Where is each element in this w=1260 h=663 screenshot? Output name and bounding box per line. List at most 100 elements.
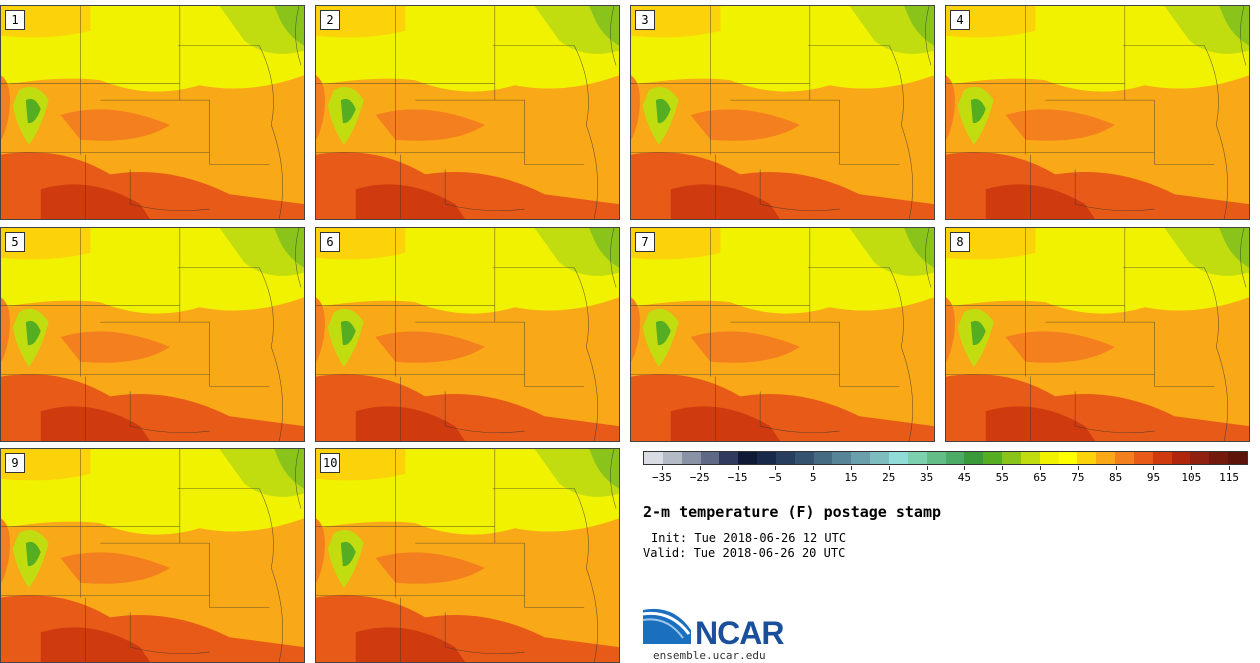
colorbar-tick	[1191, 466, 1193, 470]
colorbar-segment	[1190, 452, 1210, 464]
colorbar-segment	[945, 452, 965, 464]
colorbar-tick-label: 95	[1146, 471, 1161, 484]
colorbar-tick	[1153, 466, 1155, 470]
colorbar-tick-label: 35	[919, 471, 934, 484]
colorbar-segment	[1077, 452, 1097, 464]
colorbar-segment	[1039, 452, 1059, 464]
colorbar-segment	[1209, 452, 1229, 464]
ncar-logo-text: NCAR	[695, 615, 784, 651]
chart-title: 2-m temperature (F) postage stamp	[643, 503, 942, 521]
map-panel-5: 5	[0, 227, 305, 442]
site-url: ensemble.ucar.edu	[653, 649, 766, 662]
colorbar-segment	[681, 452, 701, 464]
colorbar-tick	[737, 466, 739, 470]
temperature-map	[316, 228, 619, 441]
colorbar-segment	[1058, 452, 1078, 464]
colorbar-tick	[1040, 466, 1042, 470]
colorbar-segment	[1002, 452, 1021, 464]
member-number-label: 5	[5, 232, 25, 252]
colorbar-segment	[794, 452, 814, 464]
colorbar-segment	[644, 452, 663, 464]
colorbar-tick-label: 105	[1181, 471, 1202, 484]
colorbar-tick-label: 25	[882, 471, 896, 484]
colorbar-segment	[870, 452, 889, 464]
colorbar-tick-label: 5	[809, 471, 817, 484]
colorbar-tick	[926, 466, 928, 470]
colorbar-segment	[738, 452, 758, 464]
colorbar-segment	[1096, 452, 1116, 464]
colorbar-segment	[700, 452, 720, 464]
colorbar-tick-label: 55	[995, 471, 1009, 484]
colorbar-tick	[888, 466, 890, 470]
colorbar-tick-label: 45	[957, 471, 972, 484]
colorbar-tick	[775, 466, 777, 470]
member-number-label: 7	[635, 232, 655, 252]
colorbar-tick	[699, 466, 701, 470]
colorbar-tick-label: −35	[651, 471, 672, 484]
colorbar-tick-label: −25	[689, 471, 710, 484]
colorbar-tick-label: 85	[1109, 471, 1123, 484]
colorbar-segment	[1152, 452, 1172, 464]
colorbar-segment	[1228, 452, 1247, 464]
map-panel-9: 9	[0, 448, 305, 663]
colorbar-segment	[1115, 452, 1134, 464]
member-number-label: 1	[5, 10, 25, 30]
temperature-map	[631, 6, 934, 219]
temperature-map	[946, 228, 1249, 441]
member-number-label: 9	[5, 453, 25, 473]
colorbar-segment	[964, 452, 984, 464]
colorbar-tick	[1002, 466, 1004, 470]
colorbar-segment	[926, 452, 946, 464]
colorbar-segment	[1171, 452, 1191, 464]
member-number-label: 8	[950, 232, 970, 252]
colorbar-segment	[813, 452, 833, 464]
member-number-label: 10	[320, 453, 341, 473]
colorbar-segment	[719, 452, 739, 464]
colorbar-tick-label: −15	[727, 471, 748, 484]
map-panel-6: 6	[315, 227, 620, 442]
colorbar-tick-label: −5	[768, 471, 782, 484]
temperature-map	[316, 6, 619, 219]
temperature-map	[946, 6, 1249, 219]
colorbar-segment	[832, 452, 852, 464]
colorbar-tick	[661, 466, 663, 470]
map-panel-4: 4	[945, 5, 1250, 220]
colorbar-segment	[851, 452, 871, 464]
map-panel-1: 1	[0, 5, 305, 220]
colorbar-tick-label: 75	[1071, 471, 1085, 484]
member-number-label: 4	[950, 10, 970, 30]
colorbar-segment	[983, 452, 1003, 464]
colorbar-segment	[757, 452, 776, 464]
colorbar-ticks: −35 −25 −15 −5 5 15 25 35 45 55 65 75 85 95 105 115	[643, 466, 1248, 486]
colorbar	[643, 451, 1248, 465]
colorbar-tick-label: 65	[1033, 471, 1047, 484]
temperature-map	[316, 449, 619, 662]
colorbar-segment	[662, 452, 682, 464]
ncar-logo-icon	[643, 608, 691, 644]
map-panel-8: 8	[945, 227, 1250, 442]
member-number-label: 3	[635, 10, 655, 30]
map-panel-7: 7	[630, 227, 935, 442]
temperature-map	[631, 228, 934, 441]
colorbar-tick	[1115, 466, 1117, 470]
temperature-map	[1, 228, 304, 441]
map-panel-10: 10	[315, 448, 620, 663]
map-panel-2: 2	[315, 5, 620, 220]
colorbar-segment	[1020, 452, 1040, 464]
colorbar-tick	[850, 466, 852, 470]
valid-time: Valid: Tue 2018-06-26 20 UTC	[643, 546, 846, 560]
member-number-label: 2	[320, 10, 340, 30]
colorbar-segment	[907, 452, 927, 464]
colorbar-tick	[813, 466, 815, 470]
colorbar-tick	[964, 466, 966, 470]
temperature-map	[1, 449, 304, 662]
temperature-map	[1, 6, 304, 219]
init-time: Init: Tue 2018-06-26 12 UTC	[651, 531, 847, 545]
colorbar-tick-label: 115	[1219, 471, 1240, 484]
colorbar-tick	[1077, 466, 1079, 470]
colorbar-tick-label: 15	[844, 471, 858, 484]
member-number-label: 6	[320, 232, 340, 252]
colorbar-segment	[1133, 452, 1153, 464]
colorbar-segment	[775, 452, 795, 464]
map-panel-3: 3	[630, 5, 935, 220]
